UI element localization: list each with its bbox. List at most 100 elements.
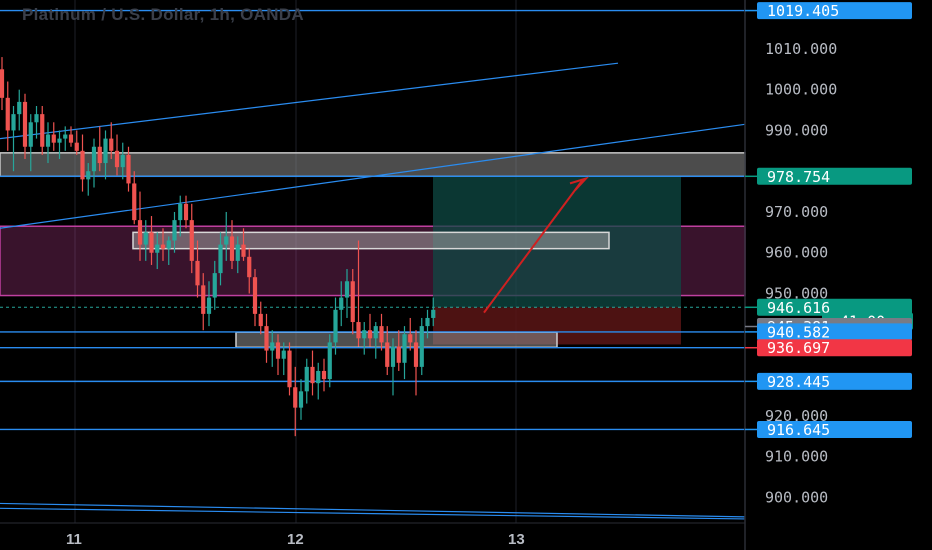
candle-body [304, 366, 309, 392]
price-tick-label: 1000.000 [765, 81, 837, 99]
channel-trendline [0, 62, 619, 140]
candle-body [74, 142, 79, 151]
candle-body [201, 285, 206, 314]
candle-body [0, 69, 5, 98]
candle-body [212, 273, 217, 298]
price-badge [757, 2, 912, 20]
candle-body [258, 313, 263, 327]
candle-body [425, 317, 430, 327]
price-badge-label: 916.645 [767, 421, 830, 439]
candle-body [5, 97, 10, 131]
candle-body [229, 236, 235, 261]
candle-body [224, 236, 229, 245]
time-tick-label: 11 [66, 531, 82, 548]
candle-body [350, 281, 355, 323]
candle-body [166, 240, 171, 249]
rising-trendline [0, 123, 746, 229]
candle-body [218, 244, 223, 274]
candle-body [310, 366, 315, 384]
candle-body [419, 326, 424, 367]
candle-body [264, 326, 269, 351]
candle-body [344, 281, 350, 298]
price-badge-label: 936.697 [767, 339, 830, 357]
candle-body [114, 150, 120, 168]
candle-body [143, 232, 148, 245]
price-badge-label: 940.582 [767, 323, 830, 341]
price-axis[interactable]: 1010.000 1000.000 990.000 970.000 960.000 950… [744, 0, 837, 550]
price-badges: 1019.405978.754946.61641:00945.381940.58… [745, 2, 913, 439]
projection-arrowhead [569, 176, 590, 192]
candle-body [252, 277, 258, 314]
candle-body [379, 326, 384, 343]
price-tick-label: 970.000 [765, 203, 828, 221]
candle-body [183, 203, 189, 221]
candle-body [241, 244, 246, 257]
candle-body [287, 350, 292, 388]
candle-body [362, 330, 367, 339]
price-badge [757, 323, 912, 341]
candle-body [275, 342, 281, 359]
candle-body [385, 342, 390, 367]
candle-body [11, 114, 16, 131]
candle-body [63, 134, 68, 139]
candle-body [17, 101, 22, 115]
candle-body [137, 220, 143, 245]
candle-body [327, 342, 332, 380]
candle-body [126, 154, 131, 184]
price-tick-label: 900.000 [765, 488, 828, 506]
candle-body [149, 232, 154, 253]
candle-body [316, 370, 321, 384]
candle-body [408, 334, 413, 343]
candle-body [22, 101, 28, 147]
candle-body [431, 309, 436, 318]
price-badge [757, 167, 912, 185]
time-tick-label: 13 [508, 531, 525, 548]
price-tick-label: 920.000 [765, 407, 828, 425]
candle-body [172, 220, 177, 241]
price-tick-label: 910.000 [765, 448, 828, 466]
price-badge-label: 978.754 [767, 168, 830, 186]
candle-body [80, 150, 85, 180]
candle-body [321, 370, 327, 380]
candle-body [298, 391, 304, 408]
projection-arrow [483, 178, 584, 314]
candle-body [333, 309, 338, 343]
price-badge-label: 946.616 [767, 299, 830, 317]
candle-body [270, 342, 275, 351]
price-tick-label: 1010.000 [765, 40, 837, 58]
candle-body [68, 134, 74, 143]
support-box-upper [132, 231, 610, 250]
price-badge [757, 372, 912, 390]
lower-trendline-1 [0, 502, 746, 518]
symbol-title: Platinum / U.S. Dollar, 1h, OANDA [22, 5, 304, 24]
candle-body [97, 146, 102, 164]
candle-body [413, 342, 419, 367]
candle-body [195, 260, 200, 286]
lower-trendline-2 [0, 507, 746, 520]
price-badge [757, 339, 912, 357]
candle-body [103, 138, 108, 164]
candle-body [396, 346, 401, 363]
candle-body [86, 171, 91, 180]
candle-body [293, 387, 298, 408]
time-tick-label: 12 [287, 531, 304, 548]
candle-body [247, 256, 252, 278]
price-tick-label: 950.000 [765, 284, 828, 302]
candle-body [28, 122, 33, 147]
candle-body [281, 350, 286, 359]
candle-body [178, 203, 183, 221]
candle-body [120, 154, 125, 168]
time-axis[interactable]: 11 12 13 [0, 522, 745, 548]
price-badge-label: 1019.405 [767, 2, 839, 20]
candle-body [206, 297, 212, 314]
candle-body [45, 134, 51, 147]
candle-body [91, 146, 97, 172]
candle-body [160, 244, 166, 249]
candle-body [155, 244, 160, 253]
candle-body [132, 183, 137, 221]
candle-body [367, 330, 373, 339]
candle-body [339, 297, 344, 310]
candle-body [189, 220, 194, 261]
